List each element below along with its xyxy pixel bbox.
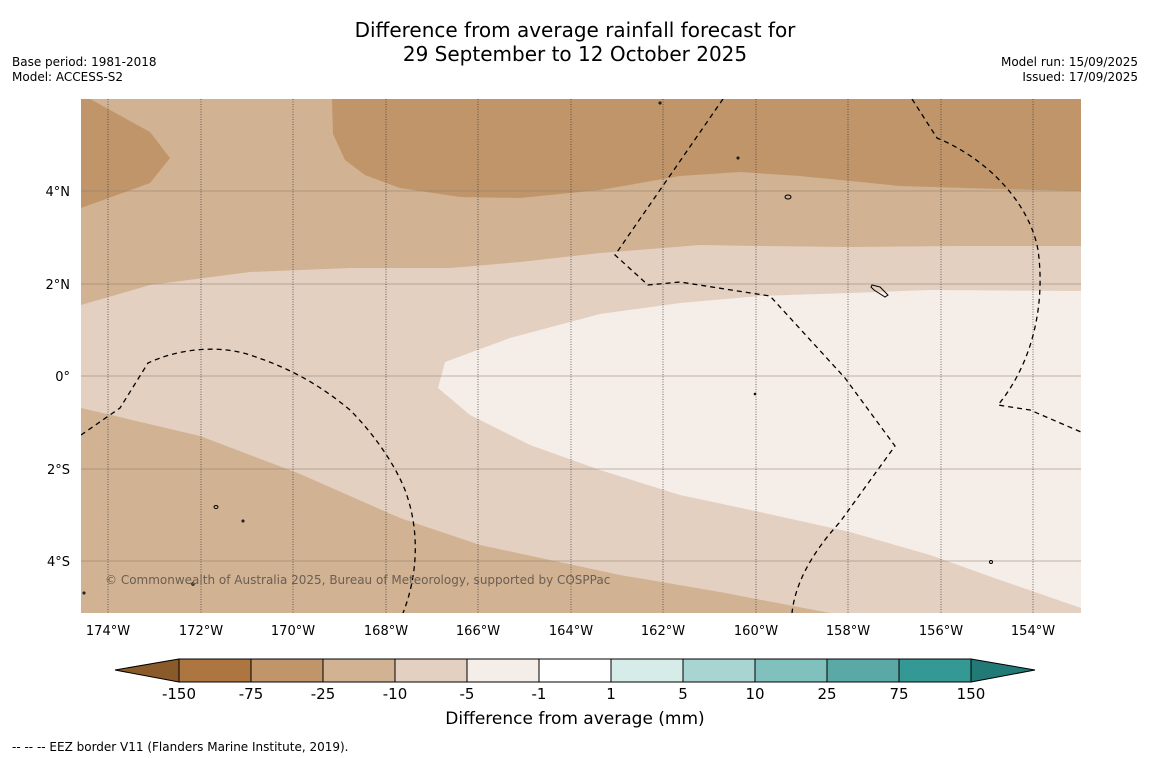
- colorbar-min-arrow: [114, 658, 180, 683]
- lat-label: 4°S: [47, 555, 70, 570]
- chart-title: Difference from average rainfall forecas…: [0, 18, 1150, 66]
- colorbar-segment: [899, 659, 971, 682]
- zone-minus-25-west: [81, 99, 170, 208]
- colorbar-title: Difference from average (mm): [445, 709, 705, 729]
- colorbar-tick-label: 1: [606, 685, 616, 703]
- lon-label: 166°W: [456, 624, 500, 639]
- model-run: Model run: 15/09/2025: [1000, 55, 1138, 69]
- colorbar-tick-label: -75: [239, 685, 264, 703]
- colorbar-segment: [539, 659, 611, 682]
- lon-label: 174°W: [86, 624, 130, 639]
- colorbar-tick-label: 5: [678, 685, 688, 703]
- lon-label: 160°W: [734, 624, 778, 639]
- issued-date: Issued: 17/09/2025: [1022, 70, 1138, 84]
- colorbar-tick-label: 10: [745, 685, 764, 703]
- eez-legend-note: -- -- -- EEZ border V11 (Flanders Marine…: [12, 740, 349, 754]
- zone-minus-25-north: [332, 99, 1081, 198]
- lon-label: 164°W: [549, 624, 593, 639]
- eez-borders: [81, 99, 1081, 613]
- colorbar-max-arrow: [970, 658, 1036, 683]
- islands: [82, 101, 993, 595]
- zone-minus-5: [438, 290, 1081, 608]
- title-line-2: 29 September to 12 October 2025: [402, 42, 748, 66]
- longitude-labels: 174°W 172°W 170°W 168°W 166°W 164°W 162°…: [86, 624, 1055, 639]
- model-name: Model: ACCESS-S2: [12, 70, 124, 84]
- colorbar-tick-label: 75: [889, 685, 908, 703]
- colorbar-segment: [467, 659, 539, 682]
- colorbar-tick-label: -150: [162, 685, 196, 703]
- lon-label: 172°W: [179, 624, 223, 639]
- copyright-note: © Commonwealth of Australia 2025, Bureau…: [105, 573, 610, 587]
- colorbar-tick-label: -5: [460, 685, 475, 703]
- title-line-1: Difference from average rainfall forecas…: [354, 18, 796, 42]
- lat-label: 2°N: [46, 278, 71, 293]
- base-period: Base period: 1981-2018: [12, 55, 157, 69]
- colorbar-segment: [827, 659, 899, 682]
- lat-label: 0°: [55, 370, 70, 385]
- colorbar-segment: [251, 659, 323, 682]
- colorbar-segment: [323, 659, 395, 682]
- lat-label: 4°N: [46, 185, 71, 200]
- colorbar-segment: [179, 659, 251, 682]
- colorbar-tick-label: 150: [957, 685, 986, 703]
- colorbar: -150 -75 -25 -10 -5 -1 1 5 10 25 75 150: [114, 658, 1036, 703]
- lon-label: 154°W: [1011, 624, 1055, 639]
- lon-label: 168°W: [364, 624, 408, 639]
- colorbar-segment: [395, 659, 467, 682]
- colorbar-segment: [683, 659, 755, 682]
- colorbar-segment: [611, 659, 683, 682]
- lon-label: 162°W: [641, 624, 685, 639]
- latitude-labels: 4°N 2°N 0° 2°S 4°S: [46, 185, 71, 570]
- lon-label: 156°W: [919, 624, 963, 639]
- colorbar-tick-label: 25: [817, 685, 836, 703]
- lat-label: 2°S: [47, 463, 70, 478]
- colorbar-tick-label: -10: [383, 685, 408, 703]
- model-info: Base period: 1981-2018 Model: ACCESS-S2: [12, 55, 157, 85]
- colorbar-segment: [755, 659, 827, 682]
- grid-lines: [81, 190, 1081, 562]
- map-area: © Commonwealth of Australia 2025, Bureau…: [81, 99, 1081, 613]
- colorbar-tick-label: -1: [532, 685, 547, 703]
- meridian-lines: [107, 99, 1034, 613]
- colorbar-tick-label: -25: [311, 685, 336, 703]
- lon-label: 170°W: [271, 624, 315, 639]
- lon-label: 158°W: [826, 624, 870, 639]
- run-info: Model run: 15/09/2025 Issued: 17/09/2025: [1001, 55, 1138, 85]
